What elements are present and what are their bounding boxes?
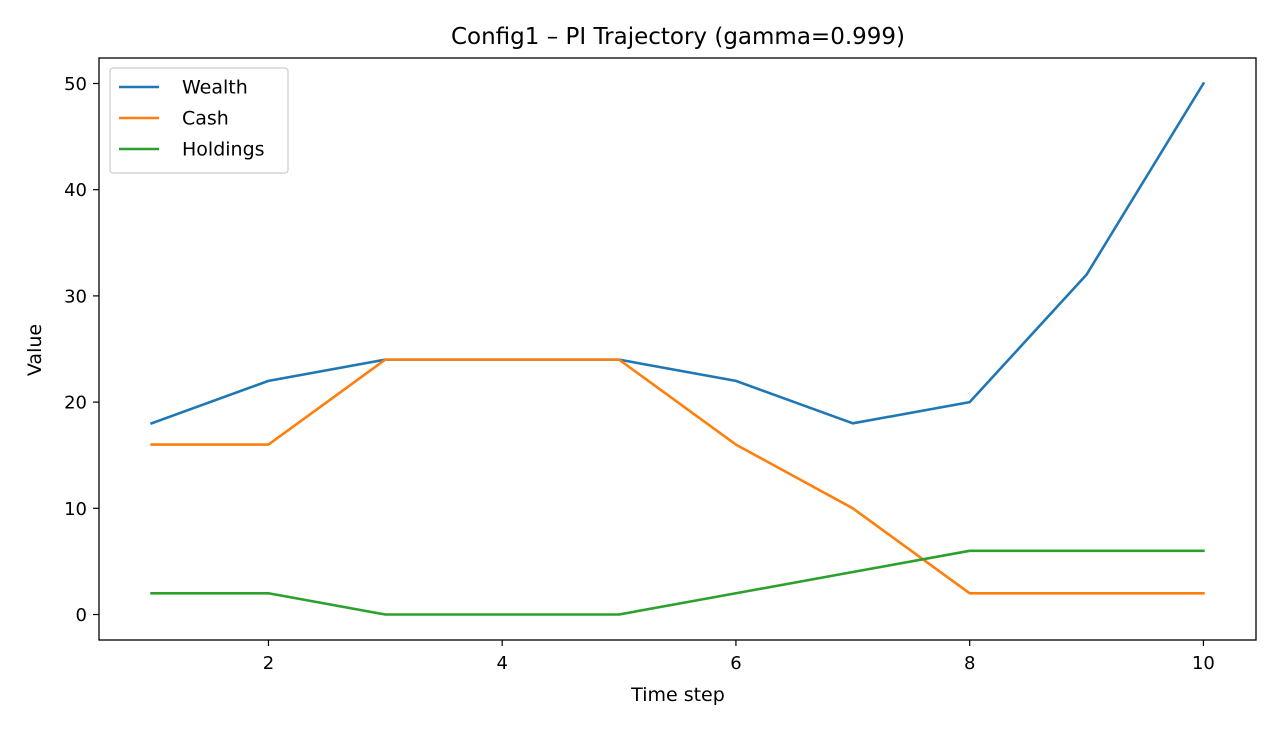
- y-tick-label: 40: [64, 180, 87, 201]
- x-tick-label: 2: [263, 653, 274, 674]
- legend-label-wealth: Wealth: [182, 77, 248, 99]
- plot-frame: [98, 57, 1257, 641]
- y-tick-label: 0: [76, 605, 87, 626]
- series-line-wealth: [149, 81, 1206, 426]
- y-tick-label: 50: [64, 74, 87, 95]
- x-tick-label: 10: [1192, 653, 1215, 674]
- plot-area: 2 4 6 8 10 0 10 20 30 40 50: [64, 57, 1257, 674]
- y-tick-label: 30: [64, 286, 87, 307]
- y-tick-label: 20: [64, 393, 87, 414]
- x-tick-label: 6: [730, 653, 741, 674]
- series-line-cash: [150, 358, 1205, 595]
- y-axis-label: Value: [24, 324, 46, 376]
- x-axis-label: Time step: [630, 684, 725, 706]
- legend-label-cash: Cash: [182, 108, 229, 130]
- legend-box: [109, 67, 289, 174]
- legend-label-holdings: Holdings: [182, 139, 265, 161]
- chart-title: Config1 – PI Trajectory (gamma=0.999): [451, 24, 905, 50]
- y-tick-label: 10: [64, 499, 87, 520]
- legend: Wealth Cash Holdings: [109, 67, 289, 174]
- x-tick-label: 4: [496, 653, 507, 674]
- series-line-holdings: [150, 549, 1205, 616]
- x-tick-label: 8: [964, 653, 975, 674]
